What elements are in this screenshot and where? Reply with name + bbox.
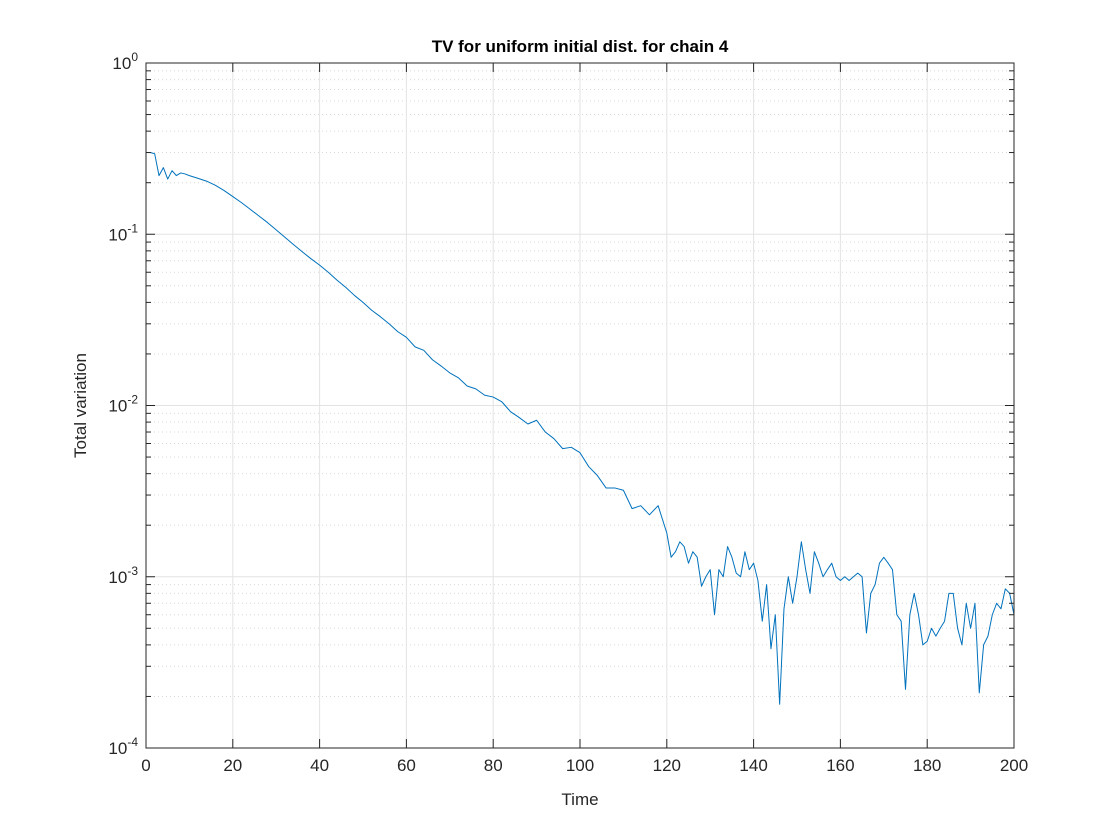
- x-tick-label: 200: [1000, 756, 1028, 775]
- y-tick-label: 100: [112, 50, 138, 73]
- y-tick-label: 10-3: [108, 564, 138, 587]
- y-tick-label: 10-2: [108, 393, 138, 416]
- x-tick-label: 160: [826, 756, 854, 775]
- ticks: 0 20 40 60 80 100 120 140 160 180 200 10-4 10-3 10-2 1…: [108, 50, 1028, 775]
- x-tick-label: 120: [653, 756, 681, 775]
- data-line: [146, 152, 1015, 705]
- plot: [146, 152, 1015, 705]
- x-tick-label: 180: [913, 756, 941, 775]
- x-tick-label: 140: [739, 756, 767, 775]
- x-tick-label: 40: [310, 756, 329, 775]
- x-tick-label: 20: [223, 756, 242, 775]
- x-tick-label: 100: [566, 756, 594, 775]
- chart-title: TV for uniform initial dist. for chain 4: [432, 37, 729, 56]
- y-tick-label: 10-1: [108, 221, 138, 244]
- x-tick-label: 60: [397, 756, 416, 775]
- x-tick-label: 0: [141, 756, 150, 775]
- x-axis-label: Time: [561, 790, 598, 809]
- y-tick-label: 10-4: [108, 735, 138, 758]
- x-tick-label: 80: [484, 756, 503, 775]
- y-axis-label: Total variation: [71, 353, 90, 458]
